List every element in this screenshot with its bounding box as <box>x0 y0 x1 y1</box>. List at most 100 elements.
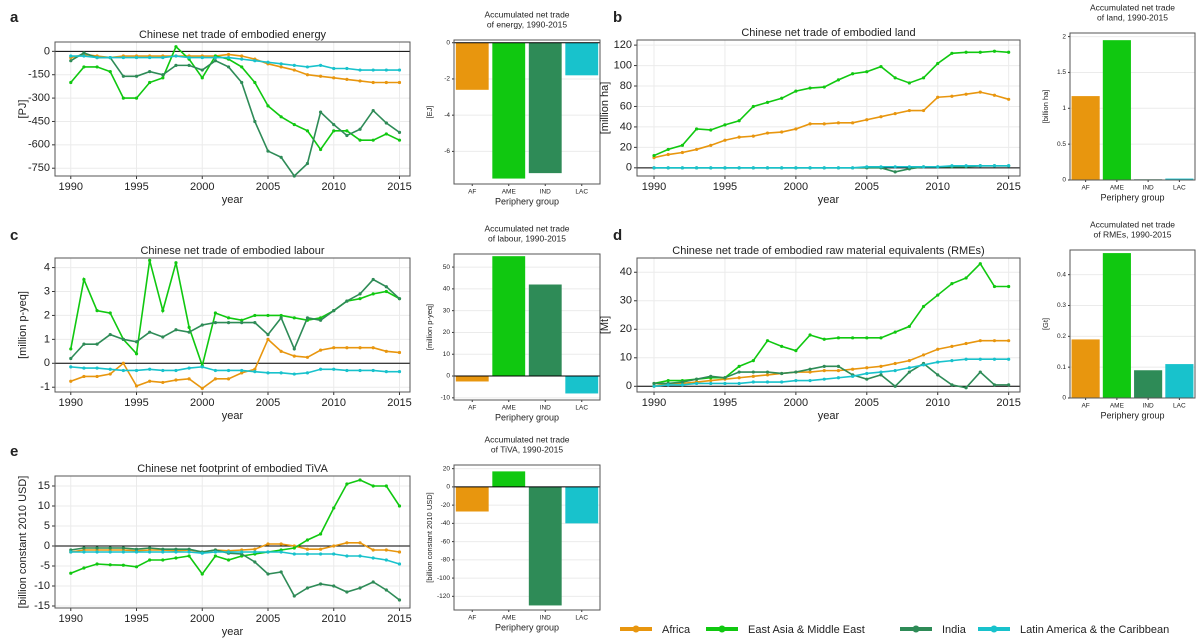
y-axis-label: [EJ] <box>425 106 434 119</box>
y-tick-label: -600 <box>28 139 50 151</box>
point <box>737 135 741 139</box>
point <box>213 550 218 554</box>
x-tick-label: LAC <box>1173 185 1186 192</box>
series-line <box>69 260 400 369</box>
series-line <box>70 338 400 390</box>
x-tick-label: 1990 <box>642 397 666 409</box>
point <box>794 370 798 374</box>
y-tick-label: 20 <box>443 465 451 472</box>
point <box>332 309 336 313</box>
point <box>292 122 296 127</box>
point <box>213 554 218 558</box>
y-tick-label: -450 <box>28 115 50 127</box>
x-tick-label: 2010 <box>321 397 345 409</box>
y-axis-label: [Gt] <box>1041 318 1050 330</box>
point <box>95 546 99 550</box>
point <box>134 55 139 60</box>
point <box>226 377 231 381</box>
point <box>358 138 362 142</box>
point <box>213 59 218 63</box>
point <box>780 96 784 100</box>
point <box>318 74 323 78</box>
point <box>1007 383 1011 387</box>
x-tick-label: 2010 <box>925 397 949 409</box>
point <box>226 321 231 325</box>
x-axis-label: Periphery group <box>495 412 559 422</box>
x-tick-label: LAC <box>575 615 588 622</box>
panel-label: c <box>10 227 18 244</box>
x-tick-label: AF <box>1081 403 1089 410</box>
bar <box>1071 339 1100 398</box>
point <box>1007 97 1011 101</box>
point <box>751 380 755 384</box>
x-tick-label: IND <box>540 189 552 196</box>
x-axis-label: year <box>818 410 840 422</box>
point <box>134 340 139 344</box>
legend-swatch-point <box>632 625 640 633</box>
point <box>82 546 86 550</box>
y-tick-label: 80 <box>620 80 632 92</box>
point <box>836 369 841 373</box>
point <box>371 277 375 282</box>
point <box>384 289 388 294</box>
point <box>253 547 257 551</box>
bar <box>492 471 526 487</box>
point <box>305 65 310 69</box>
x-axis-label: year <box>818 194 840 206</box>
point <box>345 129 349 133</box>
point <box>174 556 178 560</box>
legend-swatch-point <box>912 625 920 633</box>
x-tick-label: LAC <box>575 405 588 412</box>
point <box>332 584 336 588</box>
point <box>148 550 152 554</box>
point <box>680 143 684 147</box>
point <box>836 336 841 340</box>
point <box>134 384 139 388</box>
point <box>992 49 997 53</box>
panel-label: b <box>613 9 622 26</box>
point <box>737 381 741 386</box>
plot-border <box>54 475 411 609</box>
point <box>907 324 911 329</box>
point <box>174 328 178 332</box>
point <box>737 364 741 368</box>
y-tick-label: -150 <box>28 69 50 81</box>
point <box>964 386 968 390</box>
point <box>358 478 362 482</box>
y-tick-label: 0.3 <box>1057 302 1066 309</box>
point <box>836 364 841 368</box>
point <box>292 174 296 178</box>
y-tick-label: 15 <box>38 480 50 492</box>
y-tick-label: 1 <box>44 333 50 345</box>
point <box>936 95 940 99</box>
point <box>397 550 402 554</box>
chart-title: of energy, 1990-2015 <box>487 19 567 29</box>
point <box>187 55 191 60</box>
point <box>371 68 375 72</box>
y-axis-label: [million ha] <box>599 82 611 135</box>
point <box>332 129 336 133</box>
point <box>765 370 770 374</box>
point <box>879 115 883 119</box>
point <box>384 484 388 488</box>
point <box>751 359 755 363</box>
point <box>851 72 855 76</box>
point <box>822 166 826 170</box>
y-tick-label: 100 <box>614 59 632 71</box>
point <box>332 544 336 548</box>
bar <box>1102 40 1131 180</box>
point <box>694 377 699 381</box>
y-tick-label: -5 <box>40 560 50 572</box>
x-tick-label: AF <box>1081 185 1089 192</box>
point <box>121 368 125 373</box>
point <box>709 378 713 383</box>
point <box>964 92 968 96</box>
point <box>397 80 402 85</box>
point <box>95 342 99 346</box>
point <box>879 336 883 340</box>
y-tick-label: 0.4 <box>1057 271 1066 278</box>
x-tick-label: 2015 <box>996 397 1020 409</box>
point <box>865 118 869 122</box>
point <box>893 361 897 366</box>
point <box>266 149 270 153</box>
